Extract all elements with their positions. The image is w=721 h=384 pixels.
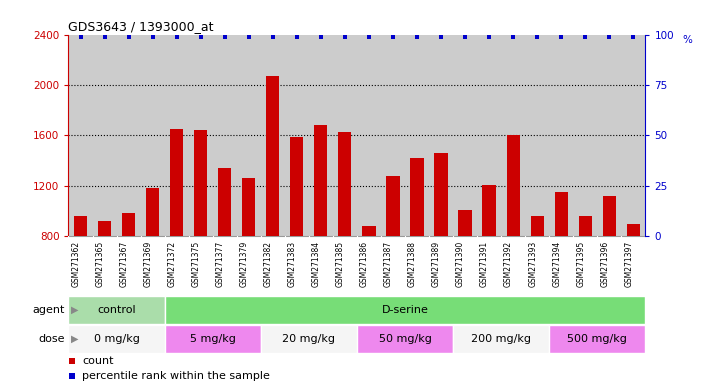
Text: D-serine: D-serine [381, 305, 428, 315]
Bar [362, 226, 376, 236]
Text: 0 mg/kg: 0 mg/kg [94, 334, 139, 344]
Bar [506, 136, 520, 236]
Bar [164, 325, 261, 353]
Text: 20 mg/kg: 20 mg/kg [283, 334, 335, 344]
Text: GSM271393: GSM271393 [528, 241, 537, 287]
Bar [146, 188, 159, 236]
Text: agent: agent [32, 305, 65, 315]
Text: GSM271395: GSM271395 [576, 241, 585, 287]
Text: 50 mg/kg: 50 mg/kg [379, 334, 431, 344]
Bar [386, 176, 399, 236]
Text: GDS3643 / 1393000_at: GDS3643 / 1393000_at [68, 20, 214, 33]
Text: GSM271388: GSM271388 [408, 241, 417, 287]
Bar [578, 216, 592, 236]
Bar [170, 129, 183, 236]
Bar [338, 132, 352, 236]
Bar [68, 325, 164, 353]
Bar [410, 158, 424, 236]
Text: GSM271391: GSM271391 [480, 241, 489, 287]
Text: GSM271396: GSM271396 [601, 241, 609, 287]
Bar [290, 137, 304, 236]
Text: GSM271362: GSM271362 [71, 241, 81, 287]
Bar [453, 325, 549, 353]
Text: GSM271367: GSM271367 [120, 241, 128, 287]
Text: GSM271375: GSM271375 [192, 241, 200, 287]
Bar [603, 196, 616, 236]
Text: GSM271397: GSM271397 [624, 241, 633, 287]
Text: 500 mg/kg: 500 mg/kg [567, 334, 627, 344]
Bar [434, 153, 448, 236]
Text: GSM271387: GSM271387 [384, 241, 393, 287]
Bar [627, 223, 640, 236]
Text: %: % [683, 35, 693, 45]
Text: control: control [97, 305, 136, 315]
Bar [261, 325, 357, 353]
Text: GSM271394: GSM271394 [552, 241, 561, 287]
Bar [459, 210, 472, 236]
Text: GSM271385: GSM271385 [336, 241, 345, 287]
Bar [98, 221, 111, 236]
Bar [74, 216, 87, 236]
Text: ▶: ▶ [71, 334, 78, 344]
Text: GSM271372: GSM271372 [168, 241, 177, 287]
Bar [164, 296, 645, 324]
Text: GSM271365: GSM271365 [96, 241, 105, 287]
Text: dose: dose [38, 334, 65, 344]
Bar [531, 216, 544, 236]
Text: GSM271383: GSM271383 [288, 241, 297, 287]
Text: GSM271377: GSM271377 [216, 241, 225, 287]
Text: GSM271392: GSM271392 [504, 241, 513, 287]
Text: ▶: ▶ [71, 305, 78, 315]
Bar [194, 130, 208, 236]
Text: GSM271386: GSM271386 [360, 241, 369, 287]
Text: 200 mg/kg: 200 mg/kg [471, 334, 531, 344]
Bar [554, 192, 568, 236]
Bar [122, 214, 136, 236]
Bar [68, 296, 164, 324]
Bar [314, 125, 327, 236]
Bar [482, 184, 496, 236]
Text: percentile rank within the sample: percentile rank within the sample [82, 371, 270, 381]
Bar [218, 168, 231, 236]
Text: GSM271389: GSM271389 [432, 241, 441, 287]
Bar [549, 325, 645, 353]
Text: count: count [82, 356, 114, 366]
Bar [357, 325, 453, 353]
Text: GSM271382: GSM271382 [264, 241, 273, 287]
Text: GSM271384: GSM271384 [312, 241, 321, 287]
Bar [242, 178, 255, 236]
Text: GSM271390: GSM271390 [456, 241, 465, 287]
Text: 5 mg/kg: 5 mg/kg [190, 334, 236, 344]
Text: GSM271379: GSM271379 [240, 241, 249, 287]
Bar [266, 76, 280, 236]
Text: GSM271369: GSM271369 [143, 241, 153, 287]
